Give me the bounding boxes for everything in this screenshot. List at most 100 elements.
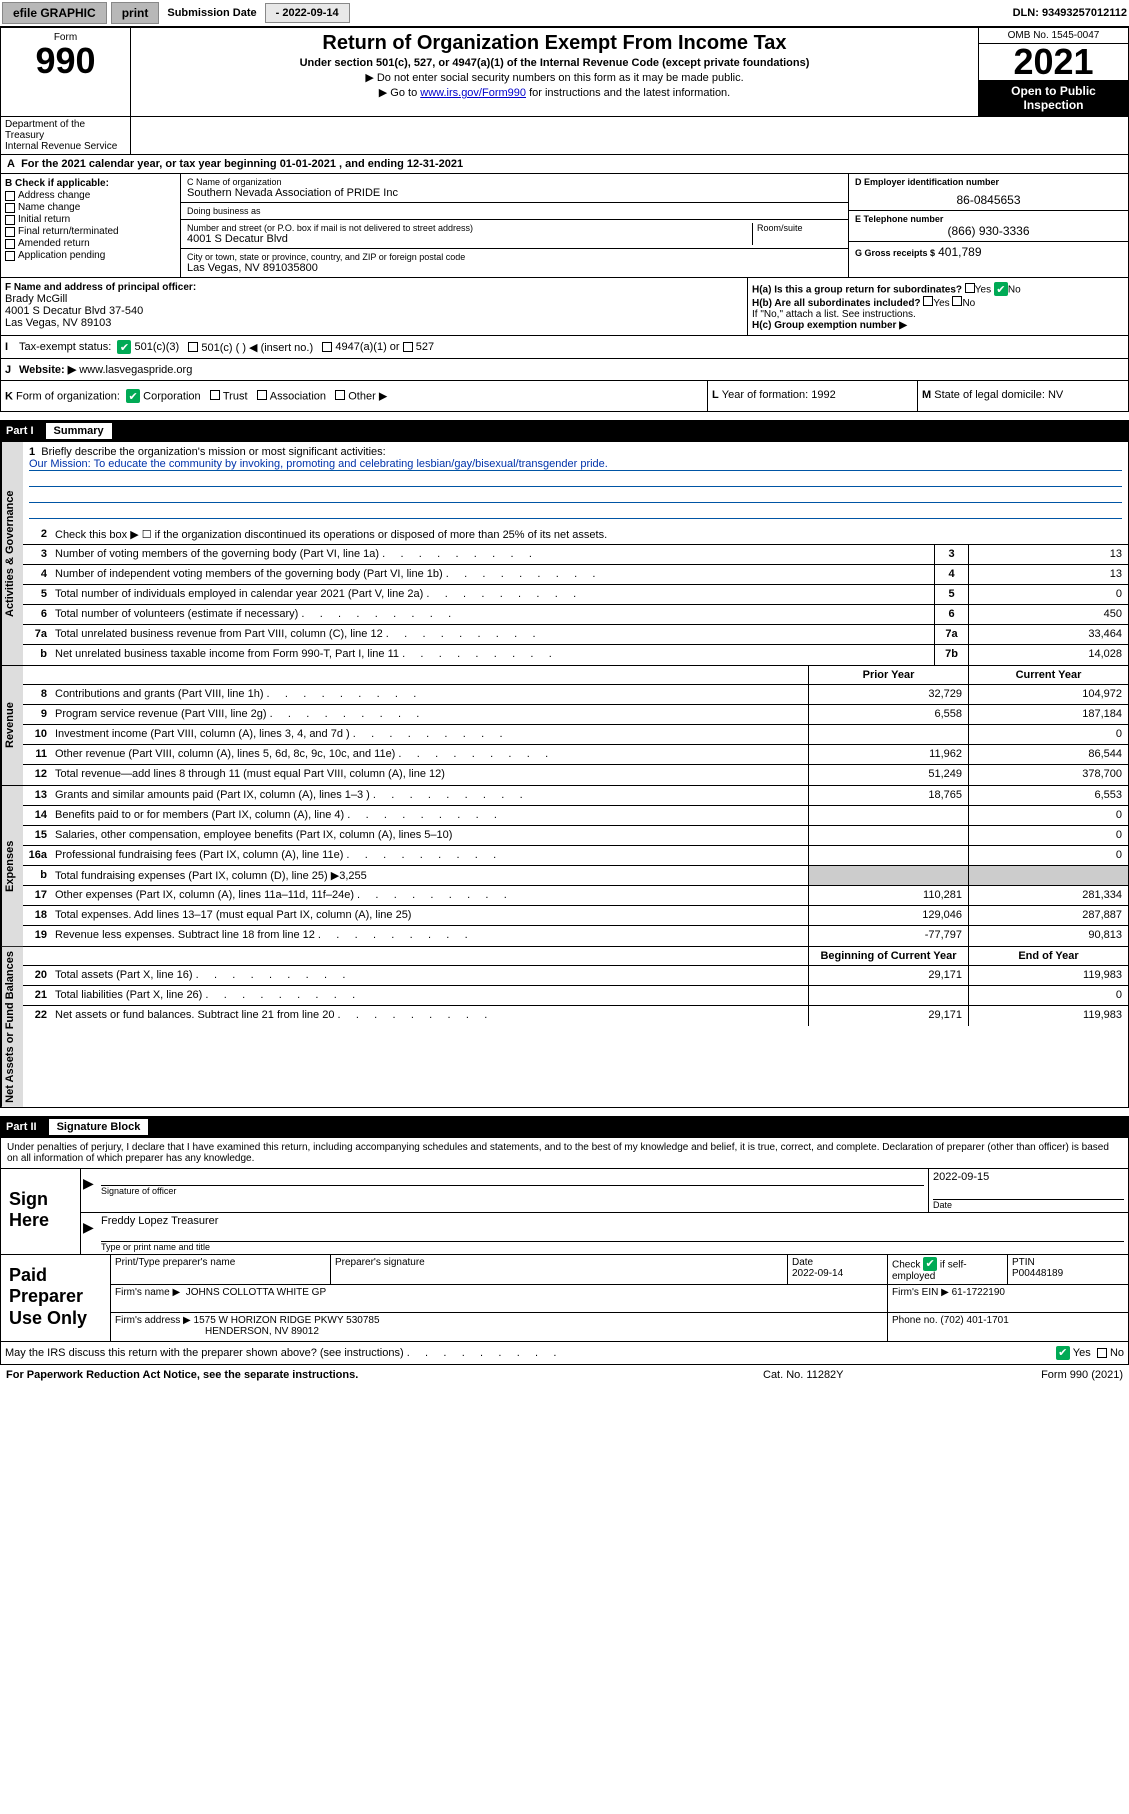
chk-final-return[interactable]	[5, 227, 15, 237]
l20-curr: 119,983	[968, 966, 1128, 985]
chk-amended[interactable]	[5, 239, 15, 249]
l16b-curr	[968, 866, 1128, 885]
state-domicile: NV	[1048, 389, 1063, 401]
vtab-revenue: Revenue	[1, 666, 23, 785]
year-formation: 1992	[811, 389, 835, 401]
chk-corporation[interactable]: ✔	[126, 389, 140, 403]
sig-date: 2022-09-15	[933, 1171, 1124, 1185]
chk-address-change[interactable]	[5, 191, 15, 201]
ha-no-checked[interactable]: ✔	[994, 282, 1008, 296]
paid-preparer-block: Paid Preparer Use Only Print/Type prepar…	[0, 1255, 1129, 1342]
l6-val: 450	[968, 605, 1128, 624]
officer-printed: Freddy Lopez Treasurer	[101, 1215, 1124, 1227]
l17-prior: 110,281	[808, 886, 968, 905]
section-net-assets: Net Assets or Fund Balances Beginning of…	[0, 947, 1129, 1108]
chk-other[interactable]	[335, 390, 345, 400]
chk-501c3[interactable]: ✔	[117, 340, 131, 354]
officer-addr2: Las Vegas, NV 89103	[5, 317, 743, 329]
form-number: 990	[5, 43, 126, 79]
form-ref: Form 990 (2021)	[963, 1369, 1123, 1381]
note-link: ▶ Go to www.irs.gov/Form990 for instruct…	[135, 86, 974, 99]
discuss-yes[interactable]: ✔	[1056, 1346, 1070, 1360]
l11-curr: 86,544	[968, 745, 1128, 764]
org-name: Southern Nevada Association of PRIDE Inc	[187, 187, 842, 199]
l8-prior: 32,729	[808, 685, 968, 704]
l9-prior: 6,558	[808, 705, 968, 724]
l14-curr: 0	[968, 806, 1128, 825]
officer-addr1: 4001 S Decatur Blvd 37-540	[5, 305, 743, 317]
l10-curr: 0	[968, 725, 1128, 744]
l16b-prior	[808, 866, 968, 885]
l22-curr: 119,983	[968, 1006, 1128, 1026]
l11-prior: 11,962	[808, 745, 968, 764]
l10-prior	[808, 725, 968, 744]
l21-curr: 0	[968, 986, 1128, 1005]
inspection-badge: Open to Public Inspection	[979, 80, 1128, 116]
page-footer: For Paperwork Reduction Act Notice, see …	[0, 1365, 1129, 1385]
note-ssn: ▶ Do not enter social security numbers o…	[135, 71, 974, 84]
l15-prior	[808, 826, 968, 845]
ha-yes[interactable]	[965, 283, 975, 293]
org-city: Las Vegas, NV 891035800	[187, 262, 842, 274]
firm-phone: (702) 401-1701	[940, 1315, 1008, 1326]
l22-prior: 29,171	[808, 1006, 968, 1026]
line-a: A For the 2021 calendar year, or tax yea…	[0, 155, 1129, 174]
hb-no[interactable]	[952, 296, 962, 306]
chk-association[interactable]	[257, 390, 267, 400]
l19-prior: -77,797	[808, 926, 968, 946]
l18-curr: 287,887	[968, 906, 1128, 925]
discuss-no[interactable]	[1097, 1348, 1107, 1358]
cat-no: Cat. No. 11282Y	[763, 1369, 963, 1381]
chk-initial-return[interactable]	[5, 215, 15, 225]
l16a-prior	[808, 846, 968, 865]
print-button[interactable]: print	[111, 2, 160, 24]
part-i-header: Part I Summary	[0, 420, 1129, 442]
firm-addr2: HENDERSON, NV 89012	[205, 1326, 319, 1337]
dept-treasury: Department of the Treasury Internal Reve…	[1, 117, 131, 154]
l18-prior: 129,046	[808, 906, 968, 925]
arrow-icon: ▶	[81, 1213, 97, 1254]
section-expenses: Expenses 13Grants and similar amounts pa…	[0, 786, 1129, 947]
discuss-row: May the IRS discuss this return with the…	[0, 1342, 1129, 1365]
l3-val: 13	[968, 545, 1128, 564]
part-ii-header: Part II Signature Block	[0, 1116, 1129, 1138]
top-toolbar: efile GRAPHIC print Submission Date - 20…	[0, 0, 1129, 26]
chk-4947[interactable]	[322, 342, 332, 352]
submission-date-label: Submission Date	[163, 7, 260, 19]
chk-application-pending[interactable]	[5, 251, 15, 261]
sign-here-block: Sign Here ▶ Signature of officer 2022-09…	[0, 1169, 1129, 1255]
hb-yes[interactable]	[923, 296, 933, 306]
row-i: I Tax-exempt status: ✔ 501(c)(3) 501(c) …	[0, 336, 1129, 359]
l20-prior: 29,171	[808, 966, 968, 985]
arrow-icon: ▶	[81, 1169, 97, 1212]
l5-val: 0	[968, 585, 1128, 604]
l15-curr: 0	[968, 826, 1128, 845]
efile-button[interactable]: efile GRAPHIC	[2, 2, 107, 24]
row-klm: K Form of organization: ✔ Corporation Tr…	[0, 381, 1129, 412]
prep-date: 2022-09-14	[792, 1268, 843, 1279]
irs-link[interactable]: www.irs.gov/Form990	[420, 87, 526, 99]
l9-curr: 187,184	[968, 705, 1128, 724]
website-value: www.lasvegaspride.org	[79, 364, 192, 376]
form-header: Form 990 Return of Organization Exempt F…	[0, 26, 1129, 117]
sign-here-label: Sign Here	[1, 1169, 81, 1254]
l13-prior: 18,765	[808, 786, 968, 805]
ptin: P00448189	[1012, 1268, 1063, 1279]
l4-val: 13	[968, 565, 1128, 584]
org-info-block: B Check if applicable: Address change Na…	[0, 174, 1129, 278]
form-subtitle: Under section 501(c), 527, or 4947(a)(1)…	[135, 57, 974, 69]
ein-value: 86-0845653	[855, 187, 1122, 207]
firm-addr1: 1575 W HORIZON RIDGE PKWY 530785	[194, 1315, 380, 1326]
chk-name-change[interactable]	[5, 203, 15, 213]
col-prior: Prior Year	[808, 666, 968, 684]
chk-trust[interactable]	[210, 390, 220, 400]
l17-curr: 281,334	[968, 886, 1128, 905]
row-j: J Website: ▶ www.lasvegaspride.org	[0, 359, 1129, 381]
col-b-checkboxes: B Check if applicable: Address change Na…	[1, 174, 181, 277]
section-revenue: Revenue Prior YearCurrent Year 8Contribu…	[0, 666, 1129, 786]
chk-527[interactable]	[403, 342, 413, 352]
chk-501c[interactable]	[188, 342, 198, 352]
l12-curr: 378,700	[968, 765, 1128, 785]
chk-self-employed[interactable]: ✔	[923, 1257, 937, 1271]
l19-curr: 90,813	[968, 926, 1128, 946]
